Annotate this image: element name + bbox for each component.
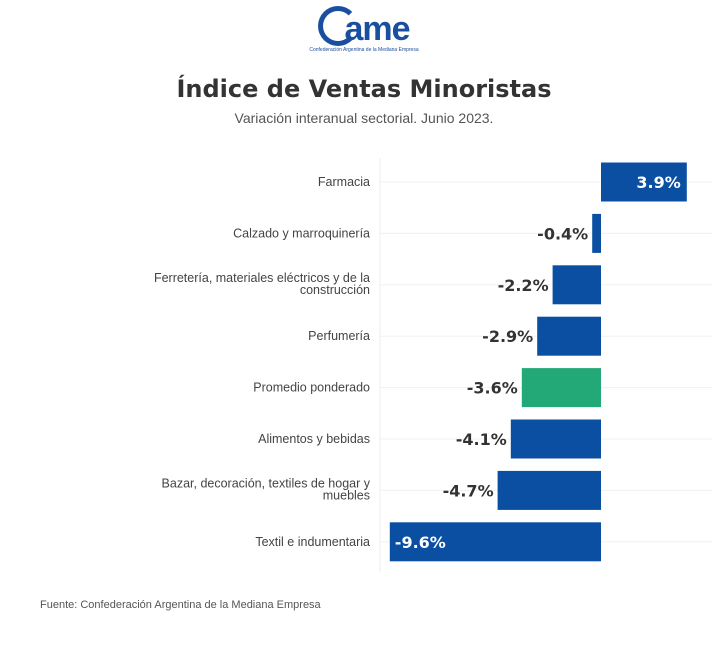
category-label: Textil e indumentaria bbox=[255, 535, 370, 549]
bar bbox=[521, 368, 601, 408]
logo-tagline: Confederación Argentina de la Mediana Em… bbox=[309, 47, 419, 53]
category-label: Ferretería, materiales eléctricos y de l… bbox=[154, 271, 370, 297]
value-label: -3.6% bbox=[467, 379, 518, 398]
bar bbox=[537, 316, 601, 356]
value-label: -0.4% bbox=[537, 224, 588, 243]
category-label: Perfumería bbox=[308, 329, 370, 343]
bar bbox=[552, 265, 601, 305]
category-label: Promedio ponderado bbox=[253, 381, 370, 395]
bar bbox=[510, 419, 601, 459]
logo-mark: ame bbox=[318, 6, 411, 49]
came-logo: ame Confederación Argentina de la Median… bbox=[0, 6, 728, 53]
bar bbox=[497, 470, 601, 510]
category-label: Bazar, decoración, textiles de hogar y mu… bbox=[162, 476, 371, 502]
bar bbox=[592, 213, 601, 253]
value-label: -4.7% bbox=[443, 481, 494, 500]
category-label: Farmacia bbox=[318, 175, 370, 189]
chart-subtitle: Variación interanual sectorial. Junio 20… bbox=[234, 110, 494, 126]
source-note: Fuente: Confederación Argentina de la Me… bbox=[40, 599, 321, 611]
value-label: 3.9% bbox=[636, 173, 680, 192]
category-label: Alimentos y bebidas bbox=[258, 432, 370, 446]
chart-title: Índice de Ventas Minoristas bbox=[176, 75, 552, 103]
bar bbox=[389, 522, 601, 562]
value-label: -4.1% bbox=[456, 430, 507, 449]
bar bbox=[601, 162, 687, 202]
category-label: Calzado y marroquinería bbox=[233, 226, 370, 240]
value-label: -9.6% bbox=[395, 533, 446, 552]
value-label: -2.9% bbox=[482, 327, 533, 346]
value-label: -2.2% bbox=[498, 276, 549, 295]
